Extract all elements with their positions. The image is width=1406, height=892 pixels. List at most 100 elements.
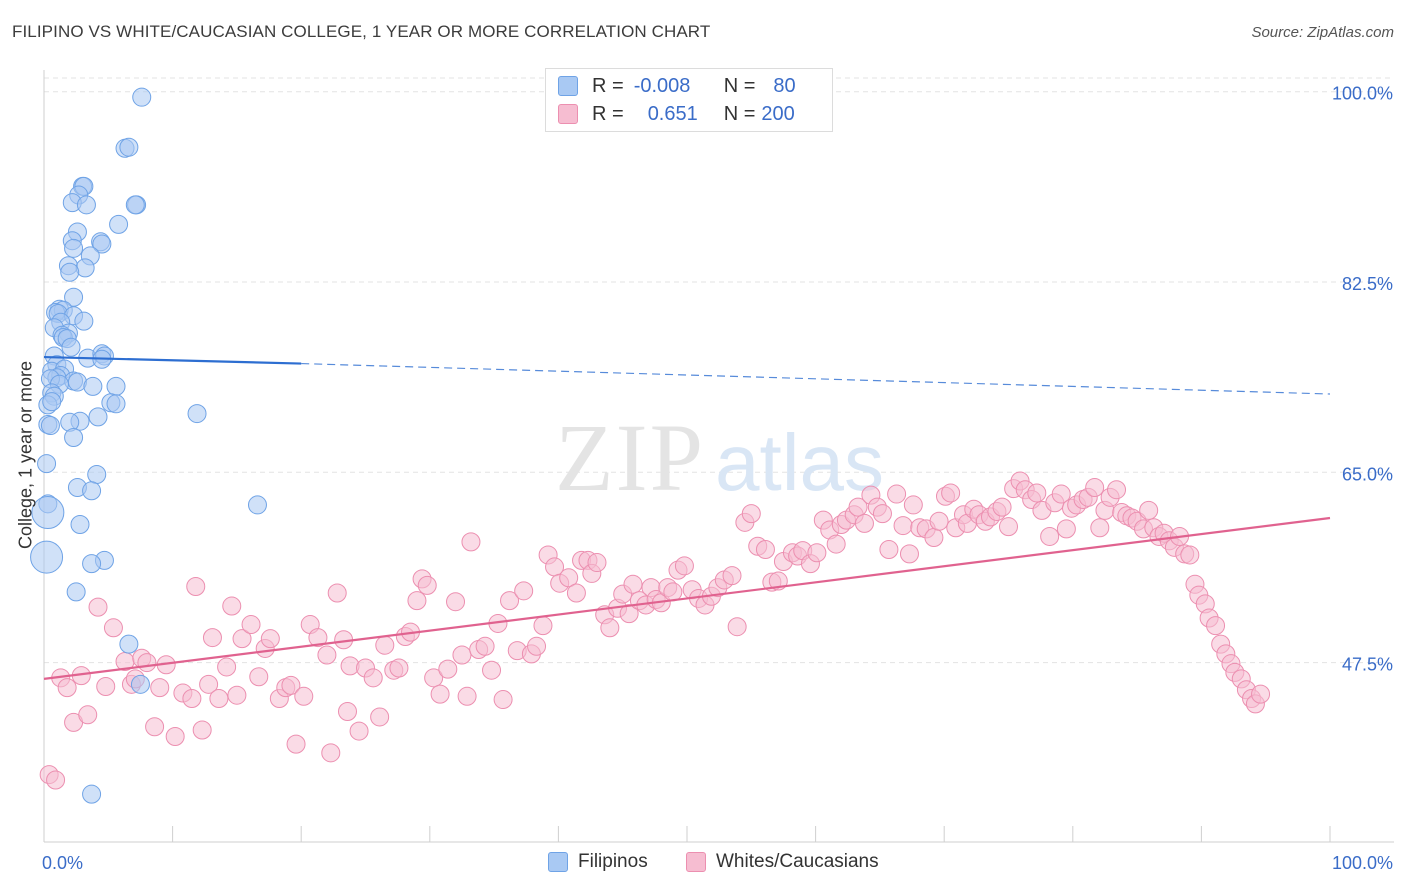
legend-r-filipinos: -0.008 <box>633 74 691 97</box>
whites-point <box>1206 616 1226 636</box>
whites-point <box>370 707 390 727</box>
whites-point <box>227 685 247 705</box>
whites-point <box>887 484 907 504</box>
filipinos-point <box>187 404 207 424</box>
whites-point <box>527 636 547 656</box>
filipinos-point <box>82 784 102 804</box>
whites-point <box>446 592 466 612</box>
legend-label-whites: Whites/Caucasians <box>716 851 879 872</box>
filipinos-point <box>88 407 108 427</box>
filipinos-point <box>76 195 96 215</box>
filipinos-point <box>82 481 102 501</box>
whites-point <box>430 684 450 704</box>
legend-n-label: N = <box>723 102 756 125</box>
filipinos-trend-extension <box>301 362 1331 395</box>
y-axis-title: College, 1 year or more <box>15 360 36 550</box>
legend-label-filipinos: Filipinos <box>578 851 648 872</box>
whites-point <box>438 659 458 679</box>
whites-point <box>1139 500 1159 520</box>
filipinos-points <box>30 87 267 804</box>
whites-point <box>992 497 1012 517</box>
filipinos-point <box>60 262 80 282</box>
legend-item-filipinos[interactable]: Filipinos <box>548 851 648 873</box>
legend-r-label: R = <box>592 102 624 125</box>
filipinos-point <box>92 234 112 254</box>
whites-point <box>186 576 206 596</box>
watermark-atlas: atlas <box>715 418 884 507</box>
whites-point <box>165 727 185 747</box>
filipinos-point <box>64 428 84 448</box>
whites-point <box>88 597 108 617</box>
filipinos-point <box>119 634 139 654</box>
filipinos-point <box>31 496 65 530</box>
whites-point <box>903 495 923 515</box>
whites-point <box>232 629 252 649</box>
whites-trend-line <box>43 516 1331 680</box>
whites-point <box>879 540 899 560</box>
whites-point <box>327 583 347 603</box>
whites-point <box>424 668 444 688</box>
filipinos-point <box>119 137 139 157</box>
whites-point <box>407 591 427 611</box>
whites-point <box>417 575 437 595</box>
whites-point <box>145 717 165 737</box>
whites-point <box>587 553 607 573</box>
legend-n-whites: 200 <box>761 102 795 125</box>
y-tick-label: 47.5% <box>1342 655 1393 675</box>
y-tick-label: 82.5% <box>1342 274 1393 294</box>
whites-point <box>457 686 477 706</box>
whites-point <box>999 517 1018 537</box>
whites-point <box>500 591 520 611</box>
filipinos-point <box>61 337 81 357</box>
whites-point <box>807 543 827 563</box>
filipinos-point <box>74 311 94 331</box>
whites-point <box>321 743 341 763</box>
whites-point <box>1056 519 1076 539</box>
legend-swatch-pink <box>686 852 706 872</box>
whites-point <box>872 504 892 524</box>
whites-point <box>137 653 157 673</box>
legend-item-whites[interactable]: Whites/Caucasians <box>686 851 879 873</box>
whites-point <box>363 668 383 688</box>
filipinos-point <box>106 376 126 396</box>
whites-points <box>39 471 1271 790</box>
whites-point <box>57 678 77 698</box>
legend-r-whites: 0.651 <box>647 102 698 125</box>
whites-point <box>1090 518 1110 538</box>
whites-point <box>281 675 301 695</box>
tick-labels: 47.5% 65.0% 82.5% 100.0% 0.0% 100.0% <box>42 84 1393 873</box>
whites-point <box>182 688 202 708</box>
whites-point <box>1251 684 1271 704</box>
whites-point <box>1107 480 1127 500</box>
filipinos-point <box>130 674 150 694</box>
filipinos-point <box>87 464 107 484</box>
whites-point <box>150 678 170 698</box>
legend-swatch-blue <box>558 76 578 96</box>
whites-point <box>294 686 314 706</box>
whites-point <box>1051 484 1071 504</box>
whites-point <box>514 581 534 601</box>
whites-point <box>375 635 395 655</box>
whites-point <box>722 566 742 586</box>
chart-title: FILIPINO VS WHITE/CAUCASIAN COLLEGE, 1 Y… <box>12 22 711 41</box>
whites-point <box>222 596 242 616</box>
whites-point <box>1027 483 1047 503</box>
whites-point <box>924 528 944 548</box>
legend-r-label: R = <box>592 74 624 97</box>
whites-point <box>493 690 513 710</box>
filipinos-point <box>106 394 126 414</box>
whites-point <box>192 720 212 740</box>
filipinos-point <box>70 515 90 535</box>
watermark-zip: ZIP <box>555 404 705 511</box>
whites-point <box>78 705 98 725</box>
whites-point <box>482 660 502 680</box>
filipinos-point <box>30 540 64 574</box>
whites-point <box>217 657 237 677</box>
whites-point <box>623 574 643 594</box>
filipinos-point <box>42 392 62 412</box>
whites-point <box>854 513 874 533</box>
trend-lines <box>43 355 1331 680</box>
whites-point <box>286 734 306 754</box>
whites-point <box>663 582 683 602</box>
